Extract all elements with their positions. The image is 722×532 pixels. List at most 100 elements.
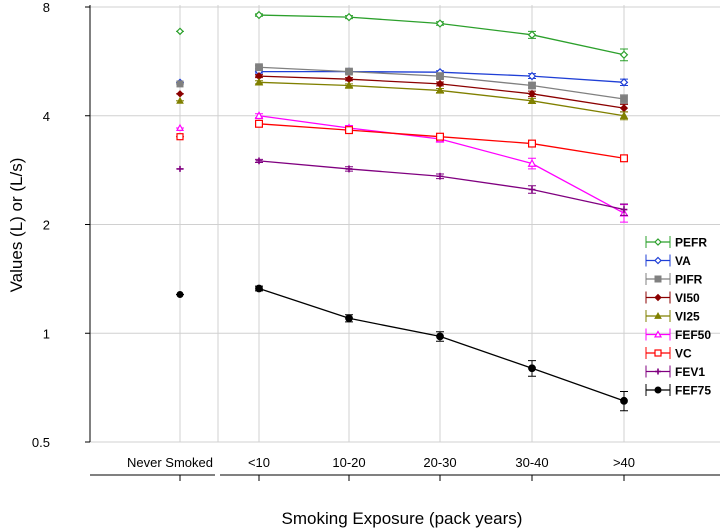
data-point xyxy=(620,95,628,103)
legend-item-vc: VC xyxy=(645,347,692,361)
series-line-fev1 xyxy=(258,160,625,211)
data-point xyxy=(619,103,629,113)
series-pefr xyxy=(176,10,629,62)
legend-label: FEV1 xyxy=(675,365,705,379)
data-point xyxy=(345,165,353,173)
legend-label: PIFR xyxy=(675,273,703,287)
x-tick-label: 30-40 xyxy=(515,455,548,470)
data-point xyxy=(255,284,263,293)
data-point xyxy=(619,111,629,119)
legend-label: VC xyxy=(675,347,692,361)
legend-item-vi50: VI50 xyxy=(645,291,700,305)
y-axis-title: Values (L) or (L/s) xyxy=(7,158,26,293)
legend-marker xyxy=(655,368,661,375)
data-point xyxy=(528,186,536,193)
x-tick-label: <10 xyxy=(248,455,270,470)
data-point xyxy=(254,10,264,20)
data-point xyxy=(255,63,263,72)
data-point xyxy=(435,86,445,94)
data-point xyxy=(345,314,353,323)
data-point xyxy=(344,12,354,22)
never-smoked-point xyxy=(176,96,184,104)
data-point xyxy=(619,154,628,163)
y-tick-label: 8 xyxy=(43,0,50,15)
series-vi25 xyxy=(176,77,629,121)
data-point xyxy=(528,364,536,373)
series-line-fef75 xyxy=(258,287,625,402)
data-point xyxy=(436,132,445,141)
legend-marker xyxy=(654,256,662,265)
data-point xyxy=(345,126,354,135)
series-fef50 xyxy=(175,111,629,223)
data-point xyxy=(345,67,353,76)
legend-label: FEF75 xyxy=(675,384,711,398)
legend-item-fef50: FEF50 xyxy=(645,328,711,342)
data-point xyxy=(527,158,537,167)
legend-label: VI50 xyxy=(675,291,700,305)
x-tick-label: 10-20 xyxy=(332,455,365,470)
legend-marker xyxy=(654,293,662,302)
legend-item-va: VA xyxy=(645,254,691,268)
never-smoked-point xyxy=(176,90,184,98)
y-tick-label: 4 xyxy=(43,109,50,124)
data-point xyxy=(527,139,536,148)
legend-marker xyxy=(654,311,662,319)
data-point xyxy=(344,81,354,89)
legend-item-fev1: FEV1 xyxy=(645,365,705,379)
y-tick-label: 1 xyxy=(43,326,50,341)
data-point xyxy=(435,19,445,28)
y-ticks: 0.5 1 2 4 8 xyxy=(32,0,90,450)
series-fef75 xyxy=(176,284,628,412)
legend-item-vi25: VI25 xyxy=(645,310,700,324)
legend: PEFR VA PIFR VI50 VI25 FEF50 VC FEV1 FEF75 xyxy=(645,236,711,398)
data-point xyxy=(620,396,628,405)
data-point xyxy=(527,30,537,40)
data-point xyxy=(620,206,628,213)
x-axis-title: Smoking Exposure (pack years) xyxy=(282,509,523,528)
legend-item-pefr: PEFR xyxy=(645,236,707,250)
y-tick-label: 0.5 xyxy=(32,435,50,450)
axes xyxy=(89,5,720,476)
series-pifr xyxy=(176,63,628,104)
y-tick-label: 2 xyxy=(43,218,50,233)
data-point xyxy=(254,77,264,86)
legend-marker xyxy=(654,275,662,283)
never-smoked-point xyxy=(176,291,184,299)
legend-marker xyxy=(653,330,663,338)
never-smoked-point xyxy=(176,27,184,36)
data-point xyxy=(619,78,629,87)
legend-item-pifr: PIFR xyxy=(645,273,703,287)
never-smoked-point xyxy=(177,165,183,172)
legend-label: PEFR xyxy=(675,236,707,250)
data-point xyxy=(254,111,264,120)
legend-label: VA xyxy=(675,254,691,268)
series-va xyxy=(176,67,629,87)
data-point xyxy=(619,50,629,60)
series xyxy=(175,10,629,412)
legend-label: VI25 xyxy=(675,310,700,324)
legend-marker xyxy=(654,349,662,357)
data-point xyxy=(255,119,264,128)
data-point xyxy=(528,81,536,90)
legend-item-fef75: FEF75 xyxy=(645,384,711,398)
x-tick-label-never-smoked: Never Smoked xyxy=(127,455,213,470)
grid-lines xyxy=(90,5,720,443)
never-smoked-point xyxy=(176,133,184,141)
data-point xyxy=(527,96,537,105)
legend-marker xyxy=(654,238,662,246)
legend-marker xyxy=(654,386,662,394)
x-tick-label: 20-30 xyxy=(423,455,456,470)
never-smoked-point xyxy=(176,80,184,88)
data-point xyxy=(436,72,444,81)
data-point xyxy=(527,71,537,81)
legend-label: FEF50 xyxy=(675,328,711,342)
series-vc xyxy=(176,119,628,163)
never-smoked-point xyxy=(175,123,185,131)
data-point xyxy=(436,332,444,341)
series-line-fef50 xyxy=(258,115,625,214)
x-ticks: Never Smoked <10 10-20 20-30 30-40 >40 xyxy=(127,455,635,481)
data-point xyxy=(436,172,444,180)
series-fev1 xyxy=(176,157,628,216)
x-tick-label: >40 xyxy=(613,455,635,470)
